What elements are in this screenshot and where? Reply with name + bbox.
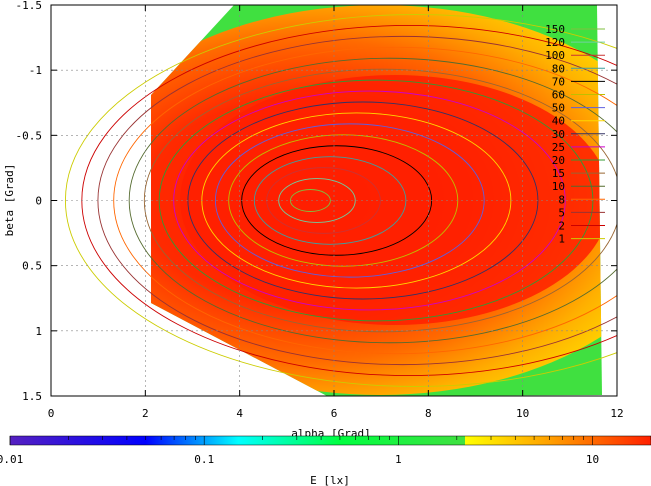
legend-label: 30 [552, 128, 565, 141]
legend-label: 80 [552, 62, 565, 75]
grid-lines [51, 5, 617, 396]
x-tick-label: 2 [142, 407, 149, 420]
y-tick-label: 1 [35, 325, 42, 338]
legend-label: 10 [552, 180, 565, 193]
y-tick-label: -0.5 [16, 129, 43, 142]
y-tick-label: 0 [35, 195, 42, 208]
contour-line-25 [173, 90, 566, 311]
y-tick-label: 0.5 [22, 260, 42, 273]
legend-label: 1 [558, 233, 565, 246]
legend-label: 20 [552, 154, 565, 167]
contour-line-120 [278, 178, 356, 223]
colorbar-tick-label: 0.01 [0, 453, 23, 466]
legend-label: 15 [552, 167, 565, 180]
colorbar-ticks: 0.01 0.1 1 10 [0, 436, 651, 466]
y-tick-label: -1 [29, 64, 42, 77]
contour-lines [65, 14, 617, 387]
x-tick-label: 8 [425, 407, 432, 420]
legend-label: 2 [558, 220, 565, 233]
y-axis-label: beta [Grad] [3, 164, 16, 237]
legend-label: 40 [552, 115, 565, 128]
contour-line-10 [128, 57, 617, 344]
legend-label: 70 [552, 75, 565, 88]
colorbar-tick-label: 10 [586, 453, 599, 466]
colorbar-label: E [lx] [310, 474, 350, 486]
contour-line-15 [143, 68, 617, 333]
contour-line-50 [214, 123, 485, 278]
colorbar-tick-label: 1 [395, 453, 402, 466]
y-axis-ticks: -1.5 -1 -0.5 0 0.5 1 1.5 [16, 0, 617, 403]
y-tick-label: 1.5 [22, 390, 42, 403]
colorbar-tick-label: 0.1 [194, 453, 214, 466]
x-tick-label: 12 [610, 407, 623, 420]
x-tick-label: 0 [48, 407, 55, 420]
legend-label: 5 [558, 206, 565, 219]
legend-label: 50 [552, 102, 565, 115]
y-tick-label: -1.5 [16, 0, 43, 12]
legend-label: 25 [552, 141, 565, 154]
contour-line-150 [289, 189, 331, 212]
x-axis-ticks: 0 2 4 6 8 10 12 [48, 5, 624, 420]
contour-line-8 [113, 46, 617, 355]
legend-label: 60 [552, 89, 565, 102]
contour-line-80 [253, 156, 407, 245]
legend-label: 150 [545, 23, 565, 36]
legend-label: 120 [545, 36, 565, 49]
contour-line-1 [65, 14, 617, 387]
x-tick-label: 10 [516, 407, 529, 420]
x-tick-label: 4 [236, 407, 243, 420]
colorbar [9, 435, 651, 446]
x-tick-label: 6 [331, 407, 338, 420]
legend-label: 8 [558, 193, 565, 206]
legend-label: 100 [545, 49, 565, 62]
